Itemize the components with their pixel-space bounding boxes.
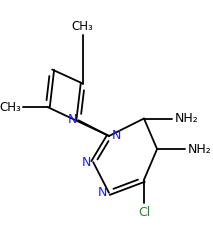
Text: N: N [67,113,77,126]
Text: N: N [82,156,92,169]
Text: Cl: Cl [138,206,150,219]
Text: CH₃: CH₃ [0,101,22,114]
Text: NH₂: NH₂ [175,112,198,125]
Text: N: N [112,130,121,142]
Text: NH₂: NH₂ [188,142,212,156]
Text: N: N [98,186,107,199]
Text: CH₃: CH₃ [72,20,94,33]
